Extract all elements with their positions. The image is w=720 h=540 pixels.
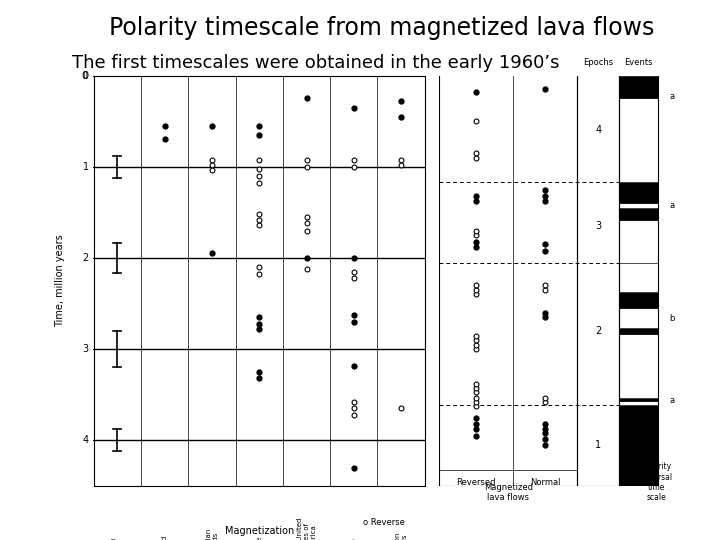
Text: 3: 3 — [595, 221, 601, 231]
Text: Iceland: Iceland — [161, 535, 168, 540]
Bar — [619, 98, 658, 183]
Text: a: a — [670, 92, 675, 101]
Bar — [619, 397, 658, 401]
Bar — [619, 183, 658, 203]
Bar — [619, 328, 658, 334]
Text: Polarity timescale from magnetized lava flows: Polarity timescale from magnetized lava … — [109, 16, 654, 40]
Text: a: a — [670, 396, 675, 405]
Text: 0: 0 — [82, 71, 88, 80]
Bar — [619, 220, 658, 264]
Bar — [619, 208, 658, 220]
Text: The first timescales were obtained in the early 1960’s: The first timescales were obtained in th… — [72, 54, 559, 72]
Text: 2: 2 — [595, 326, 601, 336]
Text: Reversed: Reversed — [456, 478, 496, 487]
Bar — [619, 76, 658, 98]
Text: Magnetization: Magnetization — [225, 526, 294, 536]
Bar — [619, 334, 658, 397]
Text: 1: 1 — [83, 162, 89, 172]
Bar — [619, 264, 658, 292]
Text: Epochs: Epochs — [583, 58, 613, 68]
Text: Europe: Europe — [256, 535, 262, 540]
Bar — [619, 405, 658, 486]
Bar — [619, 292, 658, 308]
Text: 3: 3 — [83, 344, 89, 354]
Text: Dating
error: Dating error — [111, 537, 124, 540]
Text: Polarity
reversal
time
scale: Polarity reversal time scale — [642, 462, 672, 502]
Text: 1: 1 — [595, 440, 601, 450]
Text: Time, million years: Time, million years — [55, 234, 66, 327]
Text: Magnetized
lava flows: Magnetized lava flows — [484, 483, 533, 502]
Bar — [619, 308, 658, 328]
Text: o Reverse: o Reverse — [364, 518, 405, 527]
Text: 4: 4 — [83, 435, 89, 445]
Text: West United
States of
America: West United States of America — [297, 517, 317, 540]
Text: 0: 0 — [83, 71, 89, 80]
Text: Normal: Normal — [530, 478, 560, 487]
Text: b: b — [670, 314, 675, 323]
Text: Reunion
Islands: Reunion Islands — [395, 531, 408, 540]
Bar — [619, 203, 658, 208]
Text: Events: Events — [624, 58, 653, 68]
Text: 4: 4 — [595, 125, 601, 136]
Text: a: a — [670, 200, 675, 210]
Text: 2: 2 — [83, 253, 89, 263]
Bar — [619, 401, 658, 405]
Text: Alaska: Alaska — [351, 537, 357, 540]
Text: Hawaiian
Islands: Hawaiian Islands — [205, 528, 218, 540]
